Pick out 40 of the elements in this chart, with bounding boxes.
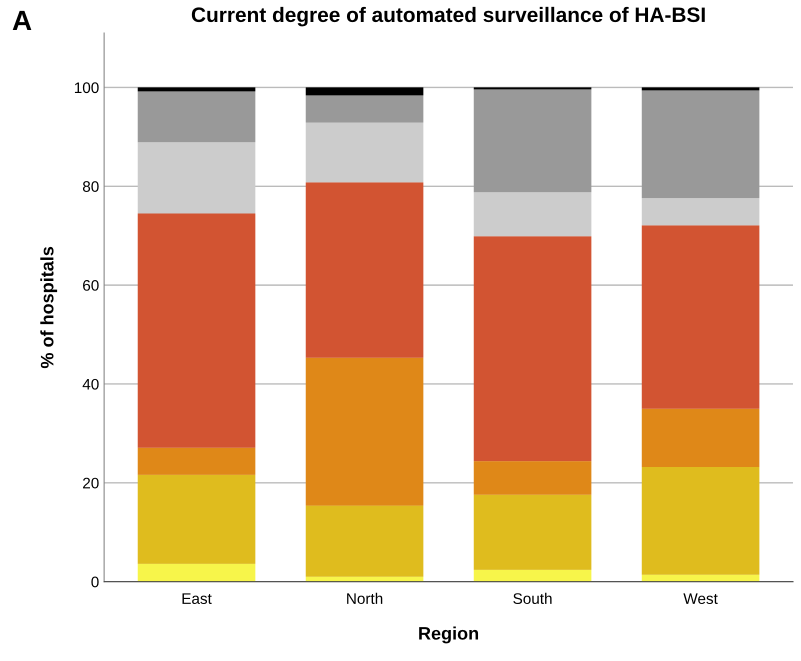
bar — [138, 474, 256, 564]
bar — [138, 213, 256, 448]
bar — [306, 95, 424, 123]
bar — [474, 236, 592, 462]
text: A — [12, 10, 32, 30]
bar — [642, 90, 760, 198]
bar — [138, 87, 256, 92]
bar — [642, 408, 760, 468]
y-tick-label: 60 — [83, 280, 99, 291]
y-tick-label: 0 — [91, 576, 99, 588]
bar — [306, 182, 424, 358]
bar — [306, 576, 424, 582]
bar — [474, 461, 592, 495]
x-tick-label: South — [513, 592, 552, 604]
y-axis-title: % of hospitals — [40, 246, 58, 368]
bar — [474, 89, 592, 192]
bar — [642, 87, 760, 90]
y-tick-label: 40 — [82, 378, 99, 390]
bar — [138, 448, 256, 475]
bar — [138, 91, 256, 142]
bar — [306, 122, 424, 182]
x-tick-label: East — [182, 593, 212, 604]
bar — [642, 467, 760, 575]
bar — [642, 198, 760, 226]
y-tick-label: 20 — [83, 478, 99, 489]
bar — [138, 564, 256, 582]
y-tick-label: 100 — [74, 82, 99, 94]
x-axis-title: Region — [419, 626, 478, 644]
bar — [306, 506, 424, 577]
bar — [306, 358, 424, 506]
bar — [474, 192, 592, 236]
bar — [306, 87, 424, 96]
bar — [138, 142, 256, 214]
bar — [642, 225, 760, 409]
y-tick-label: 80 — [82, 181, 99, 192]
chart-title: Current degree of automated surveillance of HA-BSI — [192, 6, 705, 26]
bar — [474, 570, 592, 582]
bar — [474, 494, 592, 570]
x-tick-label: West — [683, 593, 718, 604]
x-tick-label: North — [347, 592, 382, 604]
